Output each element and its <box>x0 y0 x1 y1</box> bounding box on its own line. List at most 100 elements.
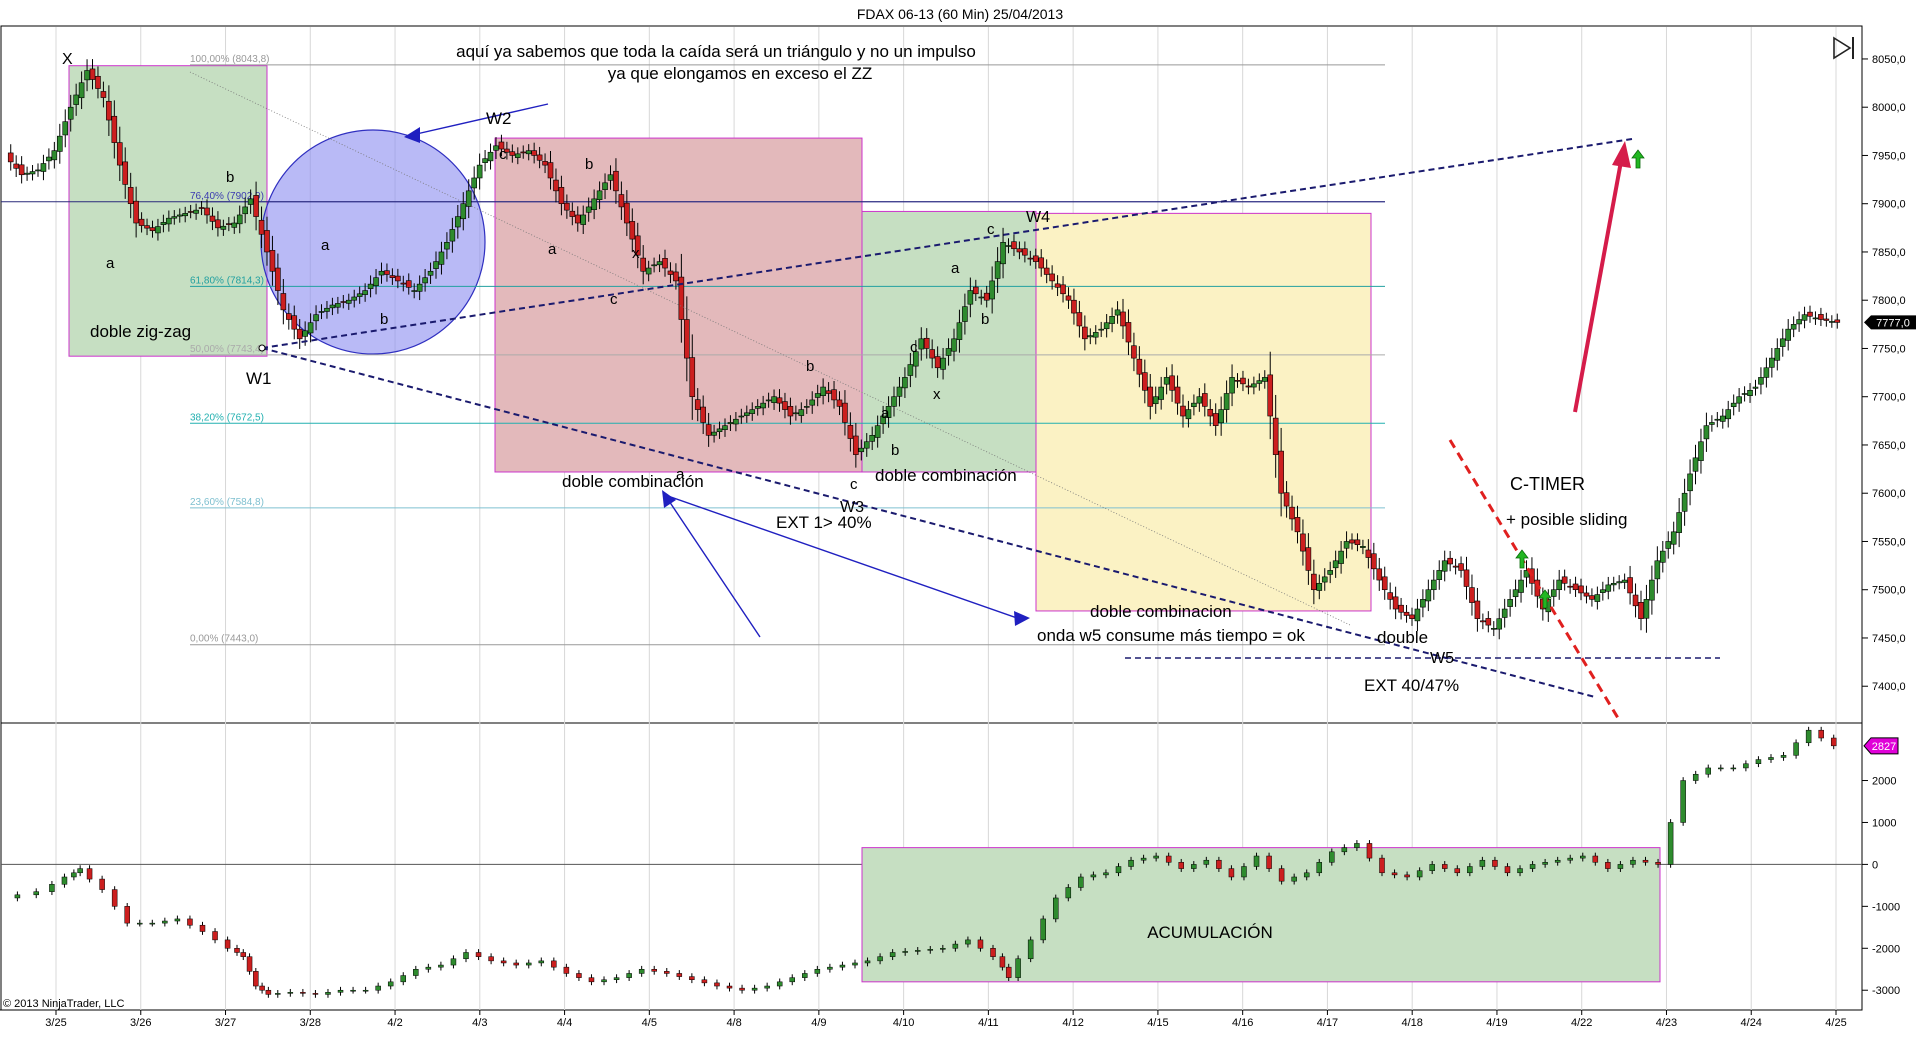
indicator-candle-down <box>1379 857 1385 874</box>
indicator-candle-up <box>1542 862 1548 865</box>
ext-label-w5: EXT 40/47% <box>1364 676 1459 695</box>
candle-down <box>1365 549 1372 558</box>
candle-up <box>449 229 456 242</box>
candle-up <box>891 396 897 407</box>
candle-down <box>667 270 674 275</box>
candle-down <box>1283 492 1290 507</box>
candle-down <box>400 282 407 285</box>
candle-down <box>923 337 930 349</box>
y-tick-label: 7650,0 <box>1872 440 1906 452</box>
candle-down <box>853 435 859 455</box>
y-tick-label: 7750,0 <box>1872 343 1906 355</box>
candle-up <box>1741 393 1748 395</box>
candle-down <box>1458 563 1464 571</box>
candle-up <box>1790 324 1797 330</box>
candle-down <box>934 356 941 369</box>
candle-down <box>1572 583 1579 591</box>
pattern-label-doble-combinacion-2: doble combinación <box>875 466 1017 485</box>
candle-down <box>634 235 641 256</box>
candle-up <box>727 422 734 425</box>
candle-down <box>1452 565 1459 568</box>
candle-down <box>1409 614 1415 619</box>
indicator-candle-up <box>325 992 331 995</box>
candle-down <box>296 328 303 340</box>
indicator-candle-down <box>1642 859 1649 863</box>
candle-up <box>1785 328 1792 341</box>
indicator-candle-up <box>1115 866 1122 874</box>
red-target-arrow <box>1573 155 1624 413</box>
candle-down <box>1392 596 1399 610</box>
indicator-candle-up <box>1718 767 1724 770</box>
candle-up <box>645 267 652 275</box>
candle-up <box>994 261 1001 279</box>
candle-down <box>144 225 150 229</box>
indicator-candle-up <box>940 948 946 950</box>
candle-down <box>1212 413 1219 426</box>
indicator-candle-down <box>990 948 996 957</box>
candle-down <box>1583 592 1590 597</box>
candle-up <box>1191 402 1197 408</box>
candle-up <box>580 214 587 225</box>
indicator-candle-up <box>1103 872 1109 876</box>
candle-down <box>1294 517 1301 533</box>
wave-label-w3: W3 <box>840 499 864 516</box>
candle-up <box>62 121 69 136</box>
note-triangle-line-1: aquí ya sabemos que toda la caída será u… <box>456 42 976 61</box>
candle-up <box>1185 409 1192 420</box>
wave-sub-label-a: a <box>106 255 115 272</box>
indicator-candle-up <box>965 939 971 945</box>
candle-down <box>1376 568 1383 581</box>
box-doble-zig-zag <box>68 65 268 357</box>
x-tick-label: 4/22 <box>1571 1017 1592 1029</box>
candle-up <box>940 357 946 370</box>
candle-up <box>1518 579 1524 593</box>
y-tick-label: 8050,0 <box>1872 54 1906 66</box>
candle-up <box>1556 579 1563 591</box>
indicator-candle-down <box>1391 872 1398 876</box>
candle-up <box>585 206 592 213</box>
candle-down <box>569 210 576 217</box>
ctimer-line <box>1448 439 1620 719</box>
skip-to-end-icon[interactable] <box>1833 36 1854 60</box>
annotation-labels: ACUMULACIÓN X W1 W2 W3 W4 W5 a b a b a b c c x a b c a b c x a b… <box>62 42 1627 942</box>
indicator-candle-down <box>676 973 683 977</box>
candle-up <box>1698 441 1704 461</box>
indicator-candle-up <box>1203 859 1210 865</box>
candle-up <box>1360 545 1366 548</box>
y-tick-label: 7850,0 <box>1872 247 1906 259</box>
candle-up <box>902 377 908 389</box>
candle-down <box>1022 248 1028 256</box>
candle-up <box>1103 322 1110 330</box>
candle-up <box>1676 512 1682 533</box>
candle-down <box>1463 569 1470 587</box>
blue-arrow-compare-head-2 <box>1014 611 1030 626</box>
indicator-candle-up <box>1793 742 1799 756</box>
candle-up <box>907 364 914 376</box>
wave-sub-label-a: a <box>548 241 557 258</box>
candle-up <box>367 283 374 289</box>
candle-up <box>324 307 330 312</box>
y-tick-label: 7900,0 <box>1872 199 1906 211</box>
candle-down <box>1807 311 1813 317</box>
candle-up <box>416 283 423 292</box>
candle-up <box>1098 328 1105 331</box>
candle-up <box>351 296 358 301</box>
candle-down <box>1234 380 1241 382</box>
green-up-arrow-icon <box>1538 589 1552 609</box>
ext-label-w3: EXT 1> 40% <box>776 513 872 532</box>
indicator-candle-up <box>61 876 68 885</box>
candle-up <box>956 322 963 340</box>
indicator-candle-up <box>1291 876 1297 882</box>
candle-down <box>1469 587 1475 603</box>
indicator-candle-down <box>726 985 733 989</box>
wave-sub-label-c: c <box>987 221 995 238</box>
candle-down <box>1371 553 1377 570</box>
candle-down <box>842 402 848 423</box>
candle-up <box>1610 582 1617 586</box>
indicator-candle-up <box>1303 872 1310 878</box>
wave-sub-label-a: a <box>321 237 330 254</box>
x-tick-label: 4/23 <box>1656 1017 1677 1029</box>
candle-down <box>18 164 25 176</box>
candle-up <box>476 164 483 179</box>
wave-sub-label-c: c <box>910 339 918 356</box>
